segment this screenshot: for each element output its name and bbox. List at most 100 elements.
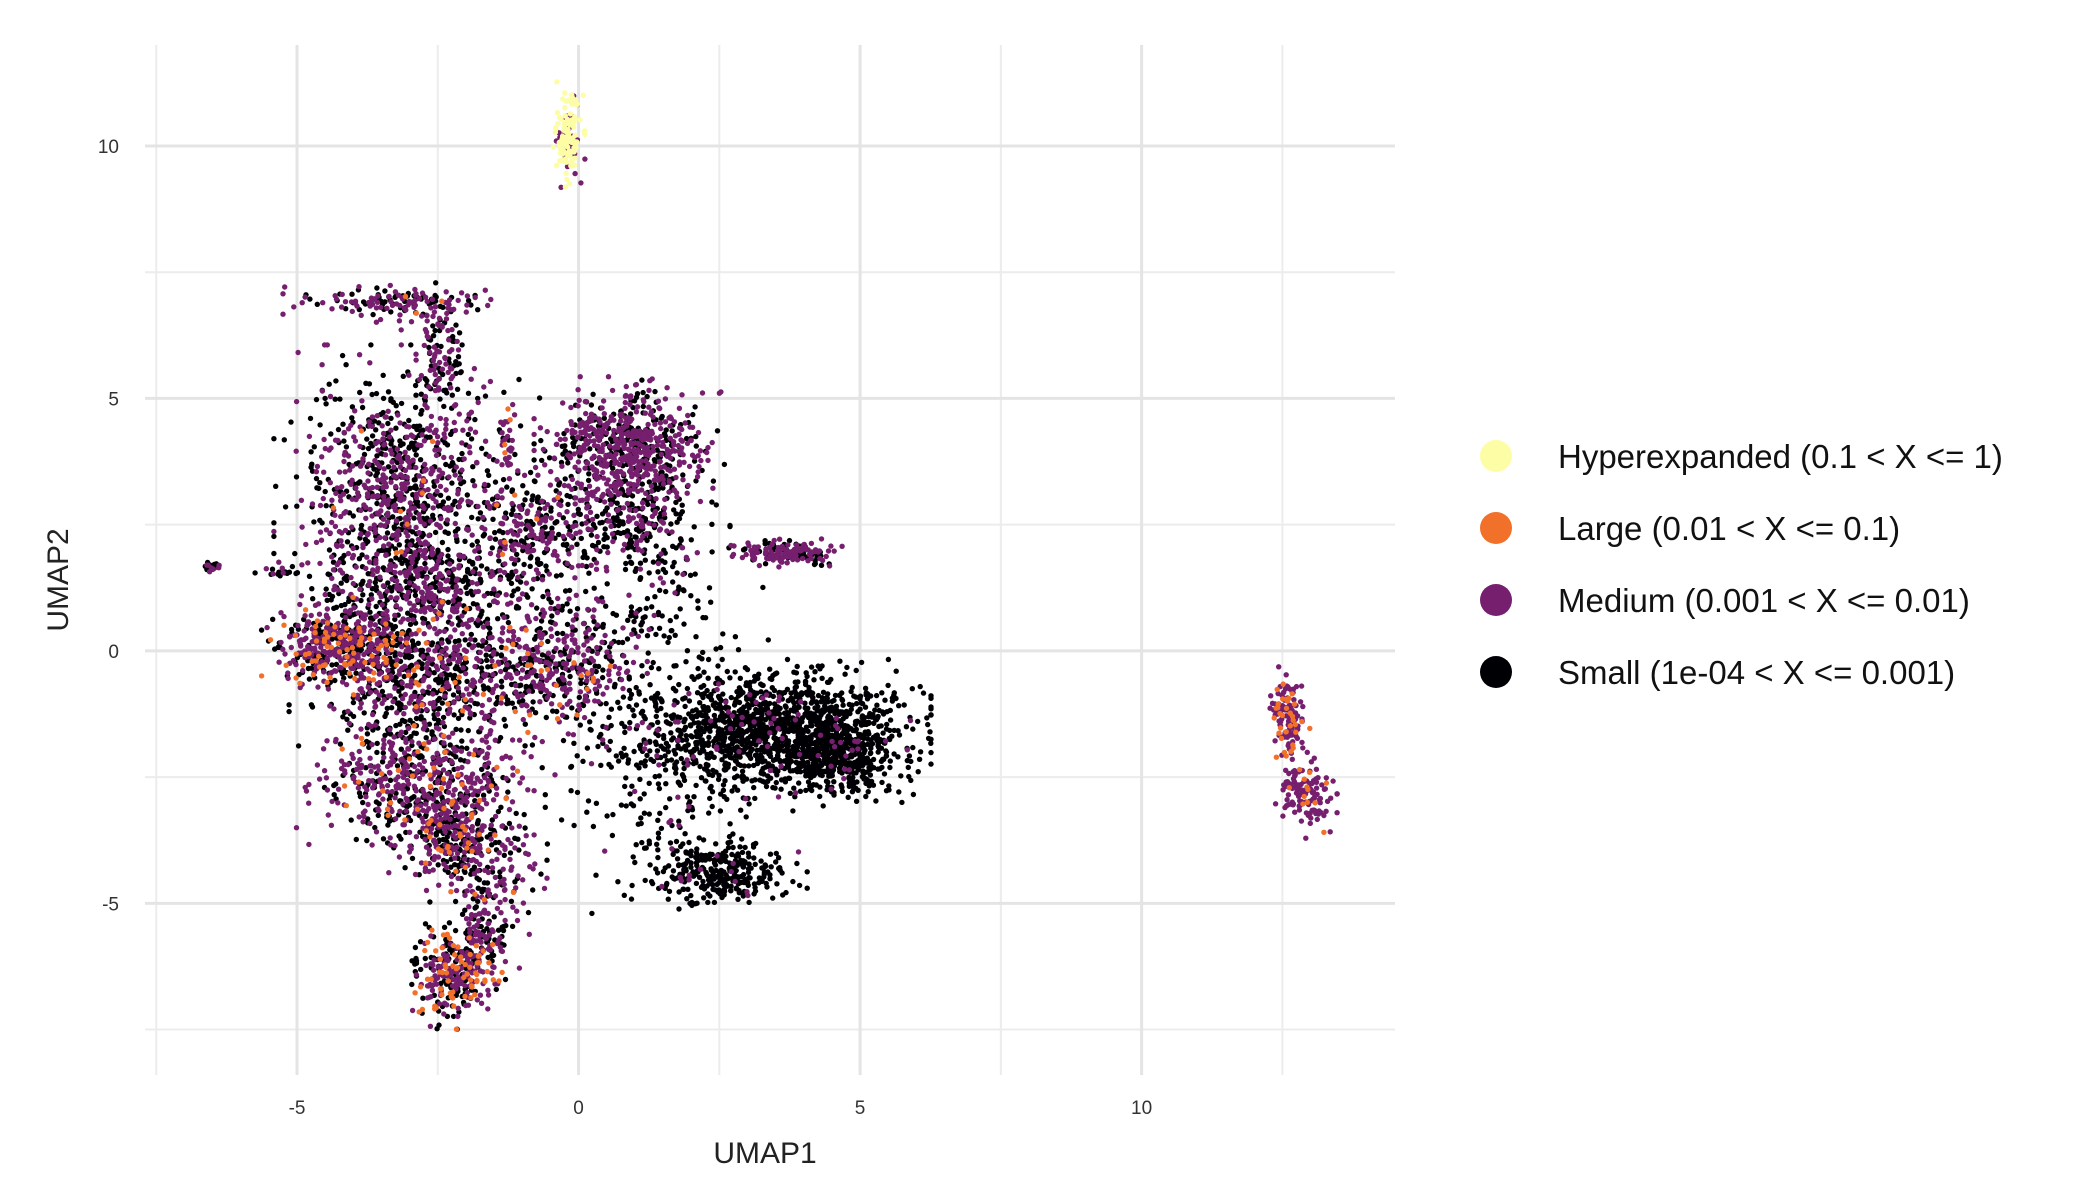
point-small [463, 576, 469, 582]
point-small [587, 726, 593, 733]
point-small [857, 720, 864, 726]
point-small [784, 656, 791, 663]
point-small [418, 966, 424, 973]
point-small [792, 738, 799, 745]
point-small [343, 362, 349, 368]
point-small [392, 650, 398, 656]
point-small [665, 896, 671, 902]
point-medium [424, 318, 430, 324]
point-small [695, 665, 701, 672]
point-small [359, 552, 365, 558]
point-small [720, 782, 727, 788]
point-small [445, 553, 451, 559]
point-small [826, 734, 832, 740]
point-small [664, 758, 670, 764]
point-small [896, 703, 902, 709]
point-small [450, 461, 456, 467]
point-small [928, 693, 934, 699]
point-small [584, 555, 590, 561]
point-small [324, 597, 330, 603]
point-small [361, 451, 368, 458]
point-small [470, 478, 476, 484]
point-small [810, 713, 816, 720]
point-small [808, 719, 814, 725]
point-small [397, 438, 403, 444]
point-small [444, 834, 450, 840]
point-small [470, 601, 477, 607]
point-small [874, 702, 880, 708]
point-small [469, 542, 475, 548]
point-small [676, 681, 682, 688]
point-small [765, 773, 771, 779]
point-small [676, 584, 682, 590]
point-small [433, 280, 439, 286]
point-small [360, 592, 366, 598]
point-small [743, 879, 749, 886]
point-small [360, 578, 366, 584]
point-small [659, 613, 665, 619]
point-small [437, 492, 444, 498]
point-small [709, 851, 715, 858]
point-small [331, 792, 337, 798]
point-small [862, 747, 868, 753]
point-small [706, 585, 713, 591]
point-small [275, 571, 281, 577]
point-small [631, 713, 637, 719]
point-small [690, 708, 696, 714]
point-small [764, 724, 770, 730]
point-small [628, 604, 635, 610]
point-small [709, 772, 716, 779]
point-small [661, 431, 668, 437]
point-small [513, 605, 520, 611]
point-small [368, 342, 374, 348]
point-small [778, 786, 784, 792]
point-small [558, 817, 565, 823]
point-small [633, 842, 639, 848]
point-small [910, 726, 916, 732]
point-small [769, 685, 775, 691]
point-small [617, 530, 624, 537]
point-small [439, 679, 445, 685]
point-small [578, 680, 584, 686]
point-small [791, 785, 797, 791]
point-small [739, 768, 746, 774]
point-small [885, 656, 892, 663]
point-small [447, 742, 453, 748]
point-small [711, 899, 718, 906]
point-small [781, 748, 787, 754]
point-small [650, 559, 657, 565]
point-small [623, 560, 629, 567]
point-small [762, 862, 768, 868]
point-small [722, 753, 728, 759]
point-small [763, 701, 769, 707]
point-small [669, 428, 675, 434]
point-small [654, 748, 661, 754]
point-small [407, 621, 414, 627]
point-small [866, 764, 872, 771]
point-small [559, 607, 565, 613]
point-small [495, 616, 501, 622]
point-small [438, 343, 444, 350]
point-small [333, 604, 340, 610]
point-small [770, 784, 776, 791]
point-small [755, 675, 761, 682]
point-small [595, 663, 602, 670]
point-small [882, 697, 888, 703]
point-small [664, 880, 670, 887]
point-small [475, 307, 481, 313]
point-small [791, 746, 797, 752]
point-small [688, 723, 694, 729]
point-small [683, 747, 689, 753]
point-small [688, 537, 694, 543]
point-small [475, 395, 481, 402]
point-medium [356, 284, 362, 290]
point-small [562, 588, 569, 594]
point-small [666, 863, 672, 869]
point-small [422, 955, 428, 962]
point-small [508, 580, 515, 587]
point-medium [280, 291, 286, 297]
point-small [643, 605, 649, 611]
point-small [475, 885, 481, 891]
point-small [713, 769, 719, 775]
point-small [633, 566, 640, 572]
